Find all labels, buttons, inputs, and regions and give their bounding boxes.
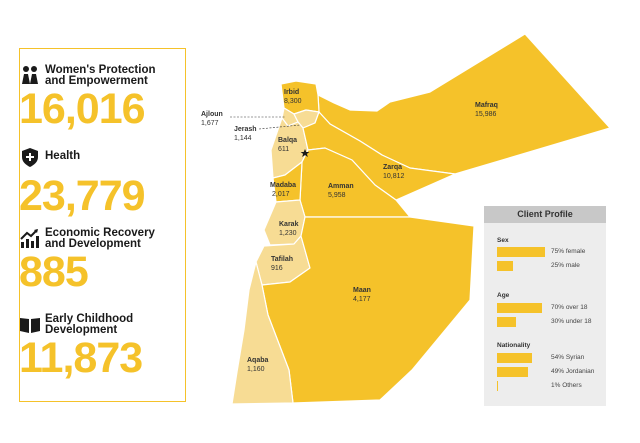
region-label-zarqa: Zarqa (383, 164, 402, 171)
profile-bar (497, 353, 532, 363)
profile-row-text: 1% Others (551, 382, 582, 389)
region-value-tafilah: 916 (271, 265, 283, 272)
profile-row: 54% Syrian (497, 353, 607, 363)
region-madaba (272, 161, 303, 203)
profile-group-title-age: Age (497, 292, 510, 299)
sector-label: Health (45, 150, 81, 162)
sector-value: 11,873 (19, 334, 143, 382)
sector-early-childhood: Early Childhood Development 11,873 (19, 313, 179, 382)
profile-row: 49% Jordanian (497, 367, 607, 377)
profile-row-text: 54% Syrian (551, 354, 585, 361)
open-book-icon (20, 318, 40, 333)
sector-panel (19, 48, 186, 402)
sector-label-line2: and Empowerment (45, 75, 148, 87)
profile-row-text: 30% under 18 (551, 318, 592, 325)
profile-bar (497, 303, 542, 313)
region-value-madaba: 2,017 (272, 191, 290, 198)
region-aqaba (231, 261, 294, 405)
sector-label: Early Childhood (45, 313, 134, 325)
profile-row-text: 49% Jordanian (551, 368, 595, 375)
profile-bar (497, 381, 498, 391)
profile-row: 25% male (497, 261, 607, 271)
profile-row-text: 25% male (551, 262, 580, 269)
profile-row: 1% Others (497, 381, 607, 391)
region-label-balqa: Balqa (278, 137, 297, 144)
region-label-jerash: Jerash (234, 126, 257, 133)
client-profile-panel: Client Profile Sex 75% female 25% male A… (484, 206, 606, 406)
sector-label-line2: Development (45, 324, 118, 336)
region-value-maan: 4,177 (353, 296, 371, 303)
region-label-aqaba: Aqaba (247, 357, 269, 364)
sector-economic-recovery: Economic Recovery and Development 885 (19, 227, 179, 296)
region-value-mafraq: 15,986 (475, 111, 497, 118)
sector-label-line2: and Development (45, 238, 141, 250)
region-label-maan: Maan (353, 287, 371, 294)
region-label-amman: Amman (328, 183, 354, 190)
profile-row-text: 70% over 18 (551, 304, 588, 311)
sector-value: 16,016 (19, 85, 146, 133)
profile-bar (497, 317, 517, 327)
region-value-ajloun: 1,677 (201, 120, 219, 127)
region-value-irbid: 8,300 (284, 98, 302, 105)
region-label-irbid: Irbid (284, 89, 299, 96)
sector-value: 23,779 (19, 172, 146, 220)
profile-row: 75% female (497, 247, 607, 257)
region-value-balqa: 611 (278, 146, 289, 153)
sector-health: Health 23,779 (19, 146, 179, 220)
profile-row: 30% under 18 (497, 317, 607, 327)
region-label-karak: Karak (279, 221, 299, 228)
capital-star-icon (300, 149, 310, 157)
economic-growth-icon (20, 229, 39, 248)
profile-bar (497, 261, 513, 271)
region-label-madaba: Madaba (270, 182, 296, 189)
sector-label: Women's Protection (45, 64, 156, 76)
region-value-amman: 5,958 (328, 192, 346, 199)
profile-bar (497, 247, 545, 257)
region-label-tafilah: Tafilah (271, 256, 293, 263)
region-value-karak: 1,230 (279, 230, 297, 237)
sector-women-protection: Women's Protection and Empowerment 16,01… (19, 64, 179, 133)
profile-row-text: 75% female (551, 248, 586, 255)
profile-group-title-nationality: Nationality (497, 342, 531, 349)
profile-row: 70% over 18 (497, 303, 607, 313)
women-protection-icon (22, 66, 38, 84)
sector-label: Economic Recovery (45, 227, 155, 239)
profile-group-title-sex: Sex (497, 237, 509, 244)
region-label-ajloun: Ajloun (201, 111, 223, 118)
health-icon (22, 148, 38, 167)
region-value-zarqa: 10,812 (383, 173, 405, 180)
region-value-jerash: 1,144 (234, 135, 252, 142)
client-profile-title: Client Profile (484, 206, 606, 223)
profile-bar (497, 367, 529, 377)
region-value-aqaba: 1,160 (247, 366, 265, 373)
sector-value: 885 (19, 248, 89, 296)
region-label-mafraq: Mafraq (475, 102, 498, 109)
